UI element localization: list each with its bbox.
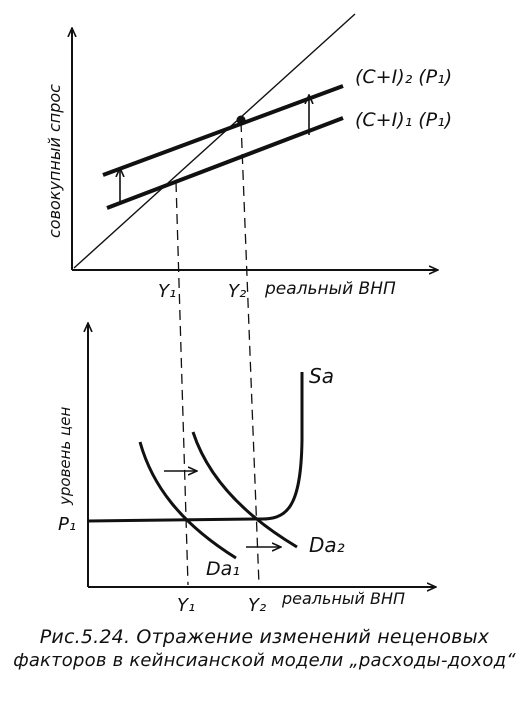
demand-label-1: Da₁ — [206, 558, 240, 580]
line-label-lower: (C+I)₁ (P₁) — [355, 109, 452, 131]
caption-line-2: факторов в кейнсианской модели „расходы-… — [13, 650, 516, 671]
aggregate-supply-curve — [87, 372, 304, 523]
supply-label: Sa — [309, 364, 334, 388]
price-level-label: P₁ — [58, 514, 76, 535]
forty-five-degree-line — [73, 13, 356, 269]
line-label-upper: (C+I)₂ (P₁) — [355, 66, 452, 88]
demand-curve-2 — [191, 431, 298, 549]
caption-line-1: Рис.5.24. Отражение изменений неценовых — [39, 626, 490, 648]
bottom-panel: Sa Da₁ Da₂ P₁ Y₁ Y₂ реальный ВНП уровень… — [56, 323, 436, 616]
expenditure-line-lower — [106, 116, 344, 210]
equilibrium-point — [236, 115, 246, 125]
top-tick-y2: Y₂ — [228, 281, 246, 302]
bottom-tick-y2: Y₂ — [248, 595, 266, 616]
bottom-tick-y1: Y₁ — [177, 595, 195, 616]
projection-lines — [175, 121, 260, 586]
projection-y1 — [175, 181, 189, 586]
bottom-y-axis-label: уровень цен — [56, 407, 74, 506]
bottom-x-axis-label: реальный ВНП — [281, 589, 405, 608]
demand-label-2: Da₂ — [309, 533, 345, 557]
top-y-axis-label: совокупный спрос — [45, 84, 64, 238]
top-tick-y1: Y₁ — [158, 281, 176, 302]
top-panel: (C+I)₂ (P₁) (C+I)₁ (P₁) Y₁ Y₂ реальный В… — [45, 13, 452, 302]
top-x-axis-label: реальный ВНП — [264, 279, 396, 299]
expenditure-line-upper — [102, 84, 344, 177]
demand-curve-1 — [138, 441, 237, 560]
projection-y2 — [240, 121, 260, 586]
